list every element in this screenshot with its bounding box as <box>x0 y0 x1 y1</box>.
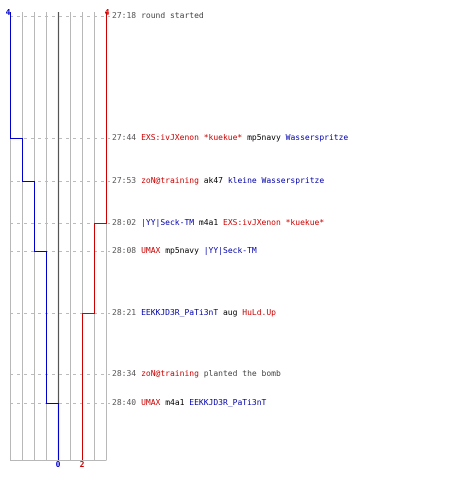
event-time: 28:34 <box>112 369 137 378</box>
event-time: 28:08 <box>112 246 137 255</box>
killer-name: zoN@training <box>141 176 199 185</box>
event-row: 28:34 zoN@training planted the bomb <box>112 368 281 380</box>
victim-name: EEKKJD3R_PaTi3nT <box>189 398 267 407</box>
team-b-alive-line <box>82 12 107 460</box>
killer-name: |YY|Seck-TM <box>141 218 195 227</box>
team-a-alive-line <box>10 12 59 460</box>
event-time: 28:02 <box>112 218 137 227</box>
event-time: 28:21 <box>112 308 137 317</box>
weapon-name: m4a1 <box>198 218 219 227</box>
weapon-name: ak47 <box>203 176 223 185</box>
event-time: 28:40 <box>112 398 137 407</box>
killer-name: EEKKJD3R_PaTi3nT <box>141 308 219 317</box>
event-row: 28:02 |YY|Seck-TM m4a1 EXS:ivJXenon *kuek… <box>112 217 324 229</box>
weapon-name: aug <box>222 308 238 317</box>
team-b-end-count: 2 <box>80 460 85 469</box>
victim-name: kleine Wasserspritze <box>227 176 325 185</box>
victim-name: HuLd.Up <box>242 308 276 317</box>
team-a-start-count: 4 <box>6 8 11 17</box>
event-row: 27:44 EXS:ivJXenon *kuekue* mp5navy Wasse… <box>112 132 348 144</box>
killer-name: UMAX <box>141 398 161 407</box>
weapon-name: m4a1 <box>165 398 185 407</box>
team-a-end-count: 0 <box>56 460 61 469</box>
event-row: 27:18 round started <box>112 10 204 22</box>
event-time: 27:44 <box>112 133 137 142</box>
event-dashed-lines <box>10 16 110 404</box>
event-time: 27:18 <box>112 11 137 20</box>
event-message: round started <box>141 11 204 20</box>
event-row: 28:21 EEKKJD3R_PaTi3nT aug HuLd.Up <box>112 307 276 319</box>
event-row: 28:40 UMAX m4a1 EEKKJD3R_PaTi3nT <box>112 397 266 409</box>
weapon-name: mp5navy <box>247 133 281 142</box>
victim-name: Wasserspritze <box>285 133 349 142</box>
event-row: 27:53 zoN@training ak47 kleine Wasserspri… <box>112 175 324 187</box>
victim-name: EXS:ivJXenon *kuekue* <box>223 218 325 227</box>
event-time: 27:53 <box>112 176 137 185</box>
killer-name: UMAX <box>141 246 161 255</box>
weapon-name: mp5navy <box>165 246 199 255</box>
victim-name: |YY|Seck-TM <box>203 246 257 255</box>
event-message: planted the bomb <box>203 369 281 378</box>
killer-name: EXS:ivJXenon *kuekue* <box>141 133 243 142</box>
team-b-start-count: 4 <box>105 8 110 17</box>
event-row: 28:08 UMAX mp5navy |YY|Seck-TM <box>112 245 257 257</box>
grid-lines <box>10 12 107 461</box>
actor-name: zoN@training <box>141 369 199 378</box>
